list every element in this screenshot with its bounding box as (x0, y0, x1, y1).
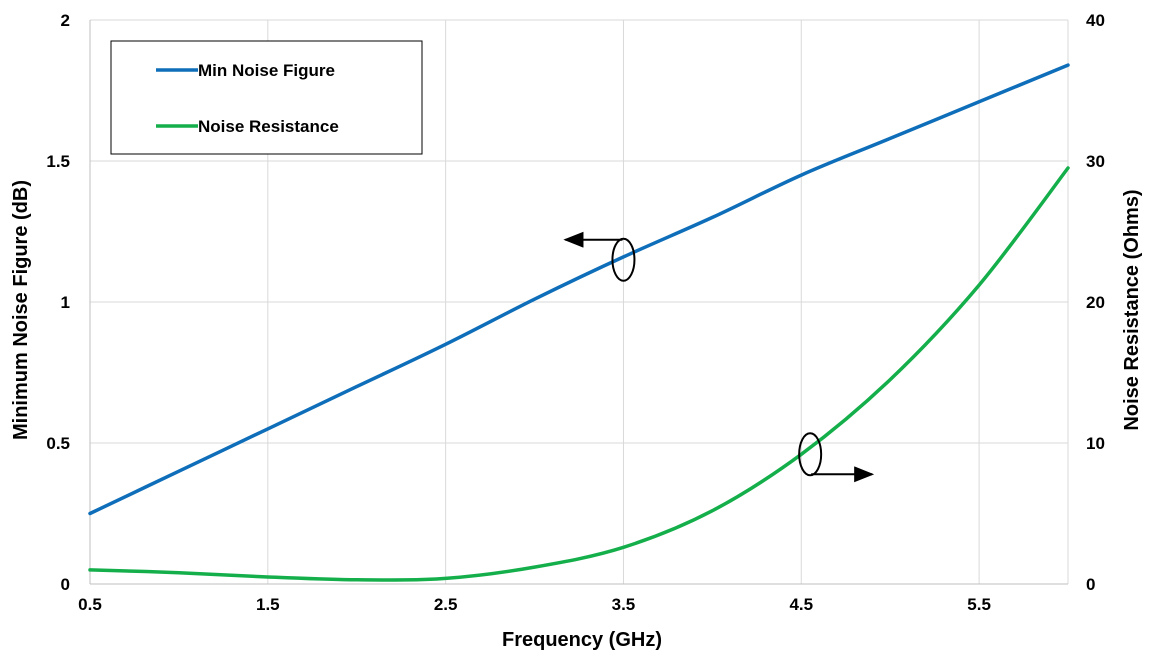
series-line-min-noise-figure (88, 63, 1070, 516)
y-right-tick-label: 10 (1086, 434, 1105, 453)
annotations (563, 231, 875, 483)
x-tick-label: 4.5 (789, 595, 813, 614)
y-left-tick-label: 1.5 (46, 152, 70, 171)
series-line-noise-resistance (88, 166, 1070, 582)
x-tick-label: 0.5 (78, 595, 102, 614)
series-lines (88, 63, 1070, 582)
x-tick-label: 1.5 (256, 595, 280, 614)
x-axis-title: Frequency (GHz) (502, 629, 662, 651)
y-left-tick-label: 0 (61, 575, 70, 594)
y-left-tick-label: 2 (61, 11, 70, 30)
y-right-tick-label: 30 (1086, 152, 1105, 171)
axis-indicator-ellipse (611, 237, 636, 282)
legend: Min Noise Figure Noise Resistance (110, 40, 423, 155)
y-left-tick-label: 0.5 (46, 434, 70, 453)
y-right-tick-label: 0 (1086, 575, 1095, 594)
legend-label-noise-resistance: Noise Resistance (198, 117, 339, 136)
y-left-axis-title: Minimum Noise Figure (dB) (10, 180, 32, 440)
axes (89, 20, 1068, 585)
y-left-tick-label: 1 (61, 293, 70, 312)
axis-indicator-ellipse (798, 432, 823, 477)
y-right-axis-title: Noise Resistance (Ohms) (1121, 189, 1143, 430)
x-tick-label: 2.5 (434, 595, 458, 614)
x-tick-label: 5.5 (967, 595, 991, 614)
legend-label-min-noise-figure: Min Noise Figure (198, 61, 335, 80)
y-right-tick-label: 40 (1086, 11, 1105, 30)
tick-labels: 0.5 1.5 2.5 3.5 4.5 5.500.511.52010203040Freq… (10, 11, 1143, 651)
legend-box (110, 40, 423, 155)
x-tick-label: 3.5 (612, 595, 636, 614)
y-right-tick-label: 20 (1086, 293, 1105, 312)
